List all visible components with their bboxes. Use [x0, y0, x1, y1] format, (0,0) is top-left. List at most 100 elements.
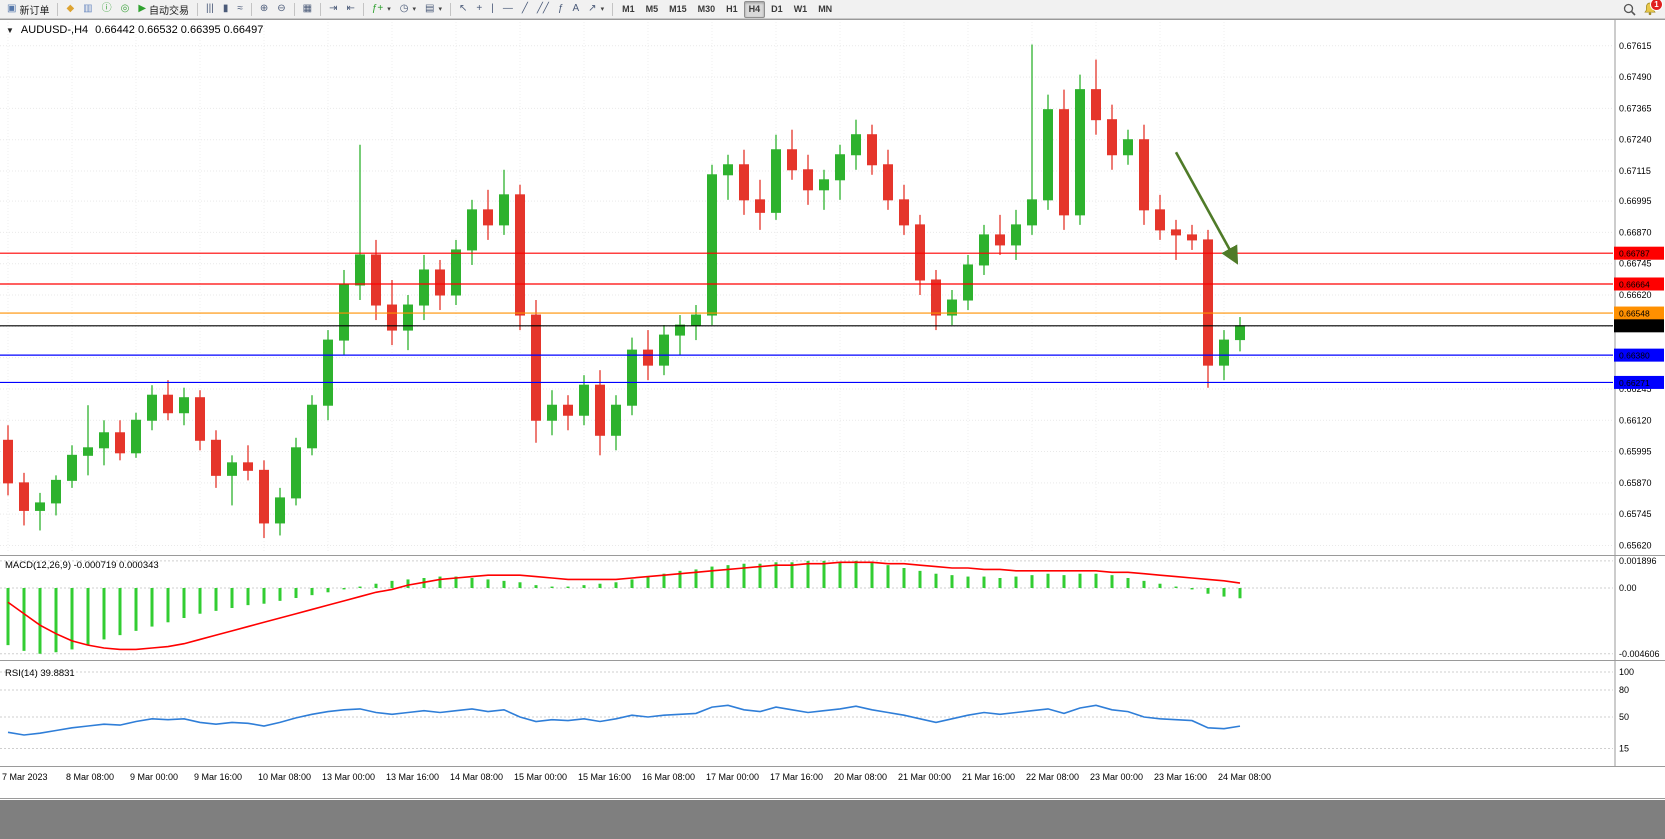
- indicators-button[interactable]: ƒ+ ▾: [368, 0, 395, 18]
- toolbar-separator: [197, 2, 199, 16]
- timeframe-m5-button[interactable]: M5: [645, 4, 659, 14]
- chart-shift-button[interactable]: ⇤: [342, 0, 358, 18]
- candle-chart-mode-button[interactable]: ▮: [219, 0, 233, 18]
- time-axis-label: 15 Mar 16:00: [578, 772, 631, 782]
- price-badge: [1614, 348, 1664, 362]
- periods-dropdown-icon[interactable]: ▾: [412, 6, 417, 13]
- price-badge-label: 0.66664: [1619, 279, 1650, 289]
- price-chart-canvas[interactable]: 0.001896 0.00 -0.004606 MACD(12,26,9) -0.00…: [0, 19, 1665, 800]
- templates-button[interactable]: ▤ ▾: [421, 0, 446, 18]
- market-watch-button[interactable]: ◆: [62, 0, 78, 18]
- templates-icon: ▤: [425, 3, 435, 14]
- tile-windows-button[interactable]: ▦: [299, 0, 316, 18]
- auto-trading-icon: ▶: [138, 3, 147, 14]
- periods-button[interactable]: ◷ ▾: [396, 0, 420, 18]
- market-watch-icon: ◆: [66, 3, 75, 14]
- candle-chart-mode-icon: ▮: [222, 3, 229, 14]
- time-axis-label: 9 Mar 00:00: [130, 772, 178, 782]
- rsi-axis-label: 15: [1619, 744, 1629, 754]
- templates-dropdown-icon[interactable]: ▾: [438, 6, 443, 13]
- crosshair-tool-icon: +: [476, 3, 483, 14]
- auto-scroll-icon: ⇥: [329, 3, 338, 14]
- bar-chart-mode-icon: |||: [206, 3, 214, 14]
- zoom-in-button[interactable]: ⊕: [256, 0, 272, 18]
- timeframe-h1-button[interactable]: H1: [726, 4, 738, 14]
- toolbar-separator: [57, 2, 59, 16]
- search-icon[interactable]: [1623, 3, 1636, 16]
- macd-axis-label: 0.001896: [1619, 556, 1657, 566]
- vertical-line-tool-button[interactable]: |: [487, 0, 498, 18]
- svg-text:0.67615: 0.67615: [1619, 41, 1652, 51]
- svg-text:0.66745: 0.66745: [1619, 259, 1652, 269]
- toolbar-items: ▣ 新订单 ◆ ▥ ⓘ ◎ ▶ 自动交易 ||| ▮ ≈ ⊕ ⊖ ▦ ⇥ ⇤ ƒ+ ▾ ◷ ▾ ▤ ▾ ↖ + | — ╱ ╱╱ ƒ A ↗…: [3, 0, 837, 18]
- time-axis-label: 7 Mar 2023: [2, 772, 48, 782]
- macd-axis-label: -0.004606: [1619, 649, 1660, 659]
- trendline-tool-button[interactable]: ╱: [518, 0, 532, 18]
- new-order-button[interactable]: ▣ 新订单: [3, 0, 53, 18]
- rsi-axis-label: 80: [1619, 685, 1629, 695]
- periods-icon: ◷: [399, 3, 409, 14]
- svg-text:0.65620: 0.65620: [1619, 540, 1652, 550]
- channel-tool-icon: ╱╱: [536, 3, 549, 14]
- time-axis-label: 16 Mar 08:00: [642, 772, 695, 782]
- navigator-button[interactable]: ⓘ: [98, 0, 116, 18]
- auto-scroll-button[interactable]: ⇥: [325, 0, 341, 18]
- zoom-out-button[interactable]: ⊖: [273, 0, 289, 18]
- toolbar-separator: [612, 2, 614, 16]
- horizontal-line-tool-icon: —: [502, 3, 513, 14]
- arrows-tool-button[interactable]: ↗ ▾: [584, 0, 608, 18]
- time-axis: 7 Mar 2023 8 Mar 08:00 9 Mar 00:00 9 Mar 16…: [2, 772, 1271, 782]
- symbol-period-label: AUDUSD-,H4: [20, 24, 89, 36]
- timeframe-h4-button[interactable]: H4: [743, 0, 766, 18]
- indicators-dropdown-icon[interactable]: ▾: [387, 6, 391, 13]
- notifications-button[interactable]: 1: [1643, 0, 1663, 16]
- horizontal-line-tool-button[interactable]: —: [499, 0, 517, 18]
- ohlc-values: 0.66442 0.66532 0.66395 0.66497: [95, 24, 264, 36]
- fibonacci-tool-button[interactable]: ƒ: [554, 0, 568, 18]
- terminal-icon: ◎: [120, 3, 130, 14]
- data-window-icon: ▥: [83, 3, 93, 14]
- time-axis-label: 17 Mar 00:00: [706, 772, 759, 782]
- crosshair-tool-button[interactable]: +: [472, 0, 486, 18]
- toolbar-separator: [450, 2, 452, 16]
- macd-label: MACD(12,26,9) -0.000719 0.000343: [5, 560, 159, 571]
- timeframe-m15-button[interactable]: M15: [669, 4, 687, 14]
- alerts-badge[interactable]: 1: [1650, 0, 1663, 11]
- time-axis-label: 24 Mar 08:00: [1218, 772, 1271, 782]
- rsi-axis-label: 50: [1619, 712, 1629, 722]
- svg-text:0.66245: 0.66245: [1619, 384, 1652, 394]
- timeframe-mn-button[interactable]: MN: [818, 4, 833, 14]
- channel-tool-button[interactable]: ╱╱: [533, 0, 553, 18]
- data-window-button[interactable]: ▥: [79, 0, 96, 18]
- rsi-label: RSI(14) 39.8831: [5, 668, 75, 679]
- chart-title-bar: ▼ AUDUSD-,H4 0.66442 0.66532 0.66395 0.6…: [6, 24, 263, 36]
- timeframe-m30-button[interactable]: M30: [697, 4, 716, 14]
- symbol-collapse-icon[interactable]: ▼: [6, 25, 14, 35]
- workspace-background: [0, 800, 1665, 839]
- toolbar-separator: [293, 2, 295, 16]
- timeframe-d1-button[interactable]: D1: [771, 4, 783, 14]
- svg-text:0.65745: 0.65745: [1619, 509, 1652, 519]
- rsi-panel: 100 80 50 15 RSI(14) 39.8831: [0, 667, 1634, 754]
- time-axis-label: 23 Mar 16:00: [1154, 772, 1207, 782]
- timeframe-w1-button[interactable]: W1: [793, 4, 808, 14]
- text-tool-button[interactable]: A: [569, 0, 584, 18]
- macd-panel: 0.001896 0.00 -0.004606 MACD(12,26,9) -0.00…: [0, 556, 1660, 659]
- timeframe-m1-button[interactable]: M1: [622, 4, 635, 14]
- toolbar-right: 1: [1623, 0, 1663, 16]
- terminal-button[interactable]: ◎: [117, 0, 134, 18]
- time-axis-label: 17 Mar 16:00: [770, 772, 823, 782]
- trend-arrow-annotation[interactable]: [1174, 151, 1239, 265]
- time-axis-label: 8 Mar 08:00: [66, 772, 114, 782]
- line-chart-mode-icon: ≈: [237, 3, 243, 14]
- arrows-tool-dropdown-icon[interactable]: ▾: [600, 6, 605, 13]
- time-axis-label: 10 Mar 08:00: [258, 772, 311, 782]
- cursor-tool-button[interactable]: ↖: [455, 0, 471, 18]
- svg-text:0.67490: 0.67490: [1619, 72, 1652, 82]
- navigator-icon: ⓘ: [101, 3, 112, 14]
- time-axis-label: 21 Mar 16:00: [962, 772, 1015, 782]
- price-badge: [1614, 375, 1664, 389]
- line-chart-mode-button[interactable]: ≈: [233, 0, 247, 18]
- bar-chart-mode-button[interactable]: |||: [202, 0, 218, 18]
- auto-trading-button[interactable]: ▶ 自动交易: [134, 0, 193, 18]
